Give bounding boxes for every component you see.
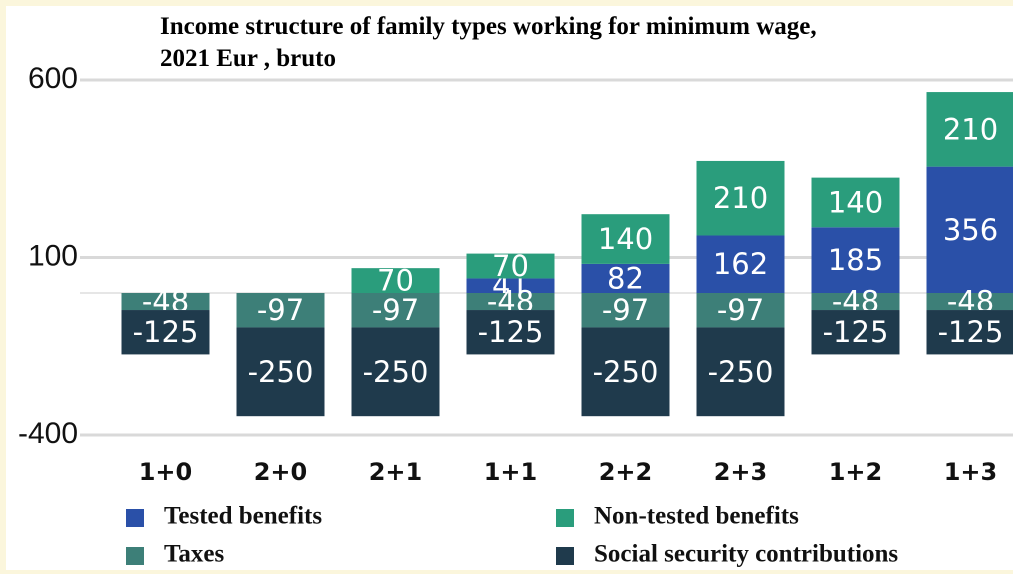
- legend-label: Tested benefits: [164, 503, 322, 530]
- bar-segment: [811, 293, 900, 311]
- y-tick-label: 100: [28, 239, 78, 272]
- data-label: -97: [717, 293, 764, 327]
- bar-segment: [351, 293, 440, 328]
- bar-segment: [926, 310, 1013, 355]
- bar-segment: [581, 293, 670, 328]
- bar-segment: [811, 310, 900, 355]
- bar-segment: [696, 160, 785, 236]
- data-label: 70: [377, 264, 414, 298]
- data-label: -97: [372, 293, 419, 327]
- bar-segment: [696, 293, 785, 328]
- x-tick-label: 1+3: [944, 458, 998, 486]
- data-label: -97: [602, 293, 649, 327]
- bar-segment: [581, 263, 670, 293]
- data-label: 210: [713, 181, 768, 215]
- legend-swatch: [126, 509, 144, 527]
- data-label: 185: [828, 243, 883, 277]
- x-tick-label: 2+0: [254, 458, 308, 486]
- bar-segment: [466, 293, 555, 311]
- data-label: -250: [363, 355, 429, 389]
- chart-title: Income structure of family types working…: [160, 13, 817, 40]
- legend-swatch: [556, 509, 574, 527]
- data-label: 140: [598, 222, 653, 256]
- x-tick-label: 1+0: [139, 458, 193, 486]
- bar-segment: [926, 166, 1013, 293]
- data-label: -125: [133, 315, 199, 349]
- bar-segment: [581, 214, 670, 264]
- data-label: 82: [607, 261, 644, 295]
- bar-segment: [696, 235, 785, 293]
- bar-segment: [926, 92, 1013, 167]
- data-label: 210: [943, 112, 998, 146]
- bar-segment: [581, 327, 670, 417]
- data-label: -250: [593, 355, 659, 389]
- legend-swatch: [126, 547, 144, 565]
- y-tick-label: 600: [28, 62, 78, 95]
- bar-segment: [696, 327, 785, 417]
- x-tick-label: 2+3: [714, 458, 768, 486]
- bar-segment: [466, 253, 555, 279]
- data-label: -250: [708, 355, 774, 389]
- y-tick-label: -400: [18, 417, 78, 450]
- data-label: 70: [492, 249, 529, 283]
- legend-swatch: [556, 547, 574, 565]
- data-label: -97: [257, 293, 304, 327]
- legend-label: Non-tested benefits: [594, 503, 799, 530]
- x-tick-label: 2+2: [599, 458, 653, 486]
- x-tick-label: 1+1: [484, 458, 538, 486]
- bar-segment: [236, 327, 325, 417]
- bar-segment: [121, 293, 210, 311]
- x-tick-label: 2+1: [369, 458, 423, 486]
- legend-label: Social security contributions: [594, 541, 898, 568]
- legend-label: Taxes: [164, 541, 224, 568]
- bar-segment: [926, 293, 1013, 311]
- data-label: -125: [823, 315, 889, 349]
- data-label: -125: [938, 315, 1004, 349]
- bar-segment: [121, 310, 210, 355]
- data-label: 162: [713, 247, 768, 281]
- data-label: 356: [943, 213, 998, 247]
- bar-segment: [811, 177, 900, 228]
- bar-segment: [811, 227, 900, 293]
- data-label: -125: [478, 315, 544, 349]
- bar-segment: [351, 268, 440, 293]
- bar-segment: [466, 310, 555, 355]
- data-label: 140: [828, 185, 883, 219]
- bar-segment: [466, 278, 555, 293]
- bar-segment: [351, 327, 440, 417]
- x-tick-label: 1+2: [829, 458, 883, 486]
- bar-segment: [236, 293, 325, 328]
- data-label: -250: [248, 355, 314, 389]
- chart-title: 2021 Eur , bruto: [160, 45, 336, 72]
